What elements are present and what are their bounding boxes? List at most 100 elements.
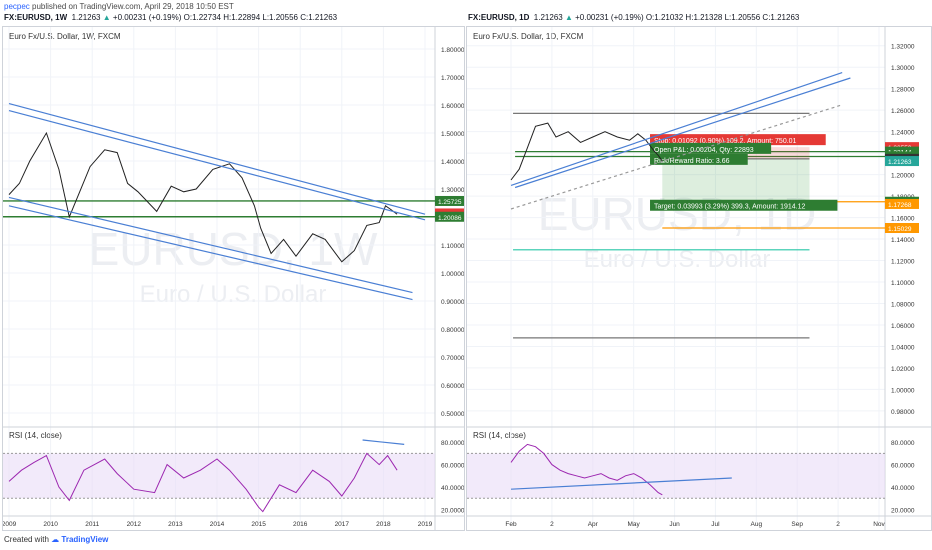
- time-tick-label: Feb: [505, 521, 517, 528]
- price-tick-label: 1.26000: [891, 108, 915, 115]
- right-change: +0.00231 (+0.19%): [575, 13, 644, 22]
- price-tick-label: 1.70000: [441, 75, 464, 82]
- price-label-text: 1.17268: [888, 202, 912, 209]
- rsi-tick-label: 40.0000: [891, 485, 915, 492]
- footer-brand-link[interactable]: TradingView: [61, 535, 109, 544]
- trendline-channel-upper: [510, 72, 843, 186]
- publisher-link[interactable]: pecpec: [4, 2, 30, 11]
- left-change: +0.00231 (+0.19%): [112, 13, 182, 22]
- time-tick-label: 2011: [85, 521, 99, 528]
- price-label-text: 1.25725: [438, 199, 462, 206]
- footer-label: Created with: [4, 535, 49, 544]
- rsi-tick-label: 80.0000: [441, 440, 464, 447]
- time-tick-label: 2010: [43, 521, 58, 528]
- right-symbol-header: FX:EURUSD, 1D 1.21263 ▲ +0.00231 (+0.19%…: [468, 13, 800, 22]
- left-symbol-header: FX:EURUSD, 1W 1.21263 ▲ +0.00231 (+0.19%…: [4, 13, 338, 22]
- time-tick-label: Sep: [791, 521, 803, 528]
- right-rsi-label: RSI (14, close): [473, 431, 526, 440]
- price-tick-label: 1.24000: [891, 130, 915, 137]
- right-watermark-sub: Euro / U.S. Dollar: [584, 246, 771, 273]
- time-tick-label: 2017: [335, 521, 350, 528]
- price-tick-label: 1.14000: [891, 237, 915, 244]
- price-label-box: [435, 211, 469, 222]
- target-label-box: [650, 199, 838, 211]
- trendline-channel-bottom-2: [8, 205, 413, 301]
- left-last-price: 1.21263: [71, 13, 101, 22]
- rsi-tick-label: 20.0000: [891, 507, 915, 514]
- time-tick-label: 2016: [293, 521, 308, 528]
- trendline-channel-top: [8, 103, 426, 215]
- trendline-channel-bottom-1: [8, 196, 413, 294]
- left-chart-panel[interactable]: EURUSD, 1W Euro / U.S. Dollar Euro Fx/U.…: [2, 26, 469, 531]
- tradingview-logo-icon: ☁: [51, 535, 60, 544]
- rsi-line: [510, 443, 663, 496]
- left-high: 1.22894: [231, 13, 261, 22]
- right-watermark: EURUSD, 1D: [538, 188, 817, 240]
- price-tick-label: 1.08000: [891, 301, 915, 308]
- price-tick-label: 1.28000: [891, 87, 915, 94]
- time-tick-label: 2013: [168, 521, 183, 528]
- time-tick-label: Nov: [873, 521, 885, 528]
- footer: Created with ☁ TradingView: [4, 535, 108, 544]
- price-tick-label: 0.98000: [891, 409, 915, 416]
- right-last-price: 1.21263: [533, 13, 563, 22]
- rsi-tick-label: 60.0000: [891, 463, 915, 470]
- price-label-text: 1.21263: [888, 159, 912, 166]
- publish-info: pecpec published on TradingView.com, Apr…: [4, 2, 234, 11]
- right-chart-svg[interactable]: EURUSD, 1D Euro / U.S. Dollar Euro Fx/U.…: [467, 27, 931, 530]
- time-tick-label: Apr: [588, 521, 599, 528]
- price-tick-label: 1.50000: [441, 131, 464, 138]
- right-close: 1.21263: [770, 13, 800, 22]
- time-tick-label: 2015: [251, 521, 266, 528]
- time-tick-label: May: [628, 521, 641, 528]
- price-tick-label: 1.60000: [441, 103, 464, 110]
- left-low: 1.20556: [269, 13, 298, 22]
- time-tick-label: 2019: [418, 521, 433, 528]
- left-rsi-label: RSI (14, close): [9, 431, 62, 440]
- rsi-trendline: [362, 439, 405, 445]
- left-chart-title: Euro Fx/U.S. Dollar, 1W, FXCM: [9, 32, 121, 41]
- left-symbol[interactable]: FX:EURUSD, 1W: [4, 13, 68, 22]
- rsi-tick-label: 40.0000: [441, 485, 464, 492]
- price-label-text: 1.15029: [888, 226, 912, 233]
- price-tick-label: 1.10000: [891, 280, 915, 287]
- price-tick-label: 0.80000: [441, 327, 464, 334]
- publish-text: published on TradingView.com, April 29, …: [29, 2, 234, 11]
- price-tick-label: 1.06000: [891, 323, 915, 330]
- rsi-line: [8, 452, 398, 513]
- price-label-box: [885, 198, 919, 209]
- price-tick-label: 1.00000: [891, 387, 915, 394]
- rsi-tick-label: 80.0000: [891, 440, 915, 447]
- stop-label-box: [650, 134, 826, 146]
- rsi-band-fill: [3, 453, 435, 499]
- price-label-box: [885, 156, 919, 167]
- left-open: 1.22734: [192, 13, 221, 22]
- time-tick-label: 2: [550, 521, 554, 528]
- left-watermark-sub: Euro / U.S. Dollar: [140, 281, 327, 308]
- rsi-trendline: [510, 477, 732, 490]
- price-tick-label: 1.30000: [441, 187, 464, 194]
- time-tick-label: Aug: [751, 521, 763, 528]
- time-tick-label: 2018: [376, 521, 391, 528]
- price-label-box: [435, 195, 469, 206]
- time-tick-label: 2009: [3, 521, 17, 528]
- pnl-label: Open P&L: 0.00204, Qty: 22893: [654, 147, 754, 154]
- left-watermark: EURUSD, 1W: [89, 223, 378, 275]
- time-tick-label: 2012: [127, 521, 142, 528]
- time-tick-label: 2: [836, 521, 840, 528]
- right-symbol[interactable]: FX:EURUSD, 1D: [468, 13, 530, 22]
- rr-label: Risk/Reward Ratio: 3.66: [654, 158, 730, 165]
- left-chart-svg[interactable]: EURUSD, 1W Euro / U.S. Dollar Euro Fx/U.…: [2, 27, 469, 530]
- right-open: 1.21032: [654, 13, 684, 22]
- time-tick-label: Jun: [669, 521, 680, 528]
- price-tick-label: 1.32000: [891, 44, 915, 51]
- price-tick-label: 1.00000: [441, 271, 464, 278]
- price-tick-label: 1.10000: [441, 243, 464, 250]
- rsi-band-fill: [467, 453, 885, 499]
- trendline-channel-lower: [514, 77, 851, 189]
- right-chart-panel[interactable]: EURUSD, 1D Euro / U.S. Dollar Euro Fx/U.…: [466, 26, 932, 531]
- left-up-arrow-icon: ▲: [102, 13, 111, 22]
- price-tick-label: 0.90000: [441, 299, 464, 306]
- target-zone: [662, 158, 810, 202]
- price-tick-label: 1.12000: [891, 259, 915, 266]
